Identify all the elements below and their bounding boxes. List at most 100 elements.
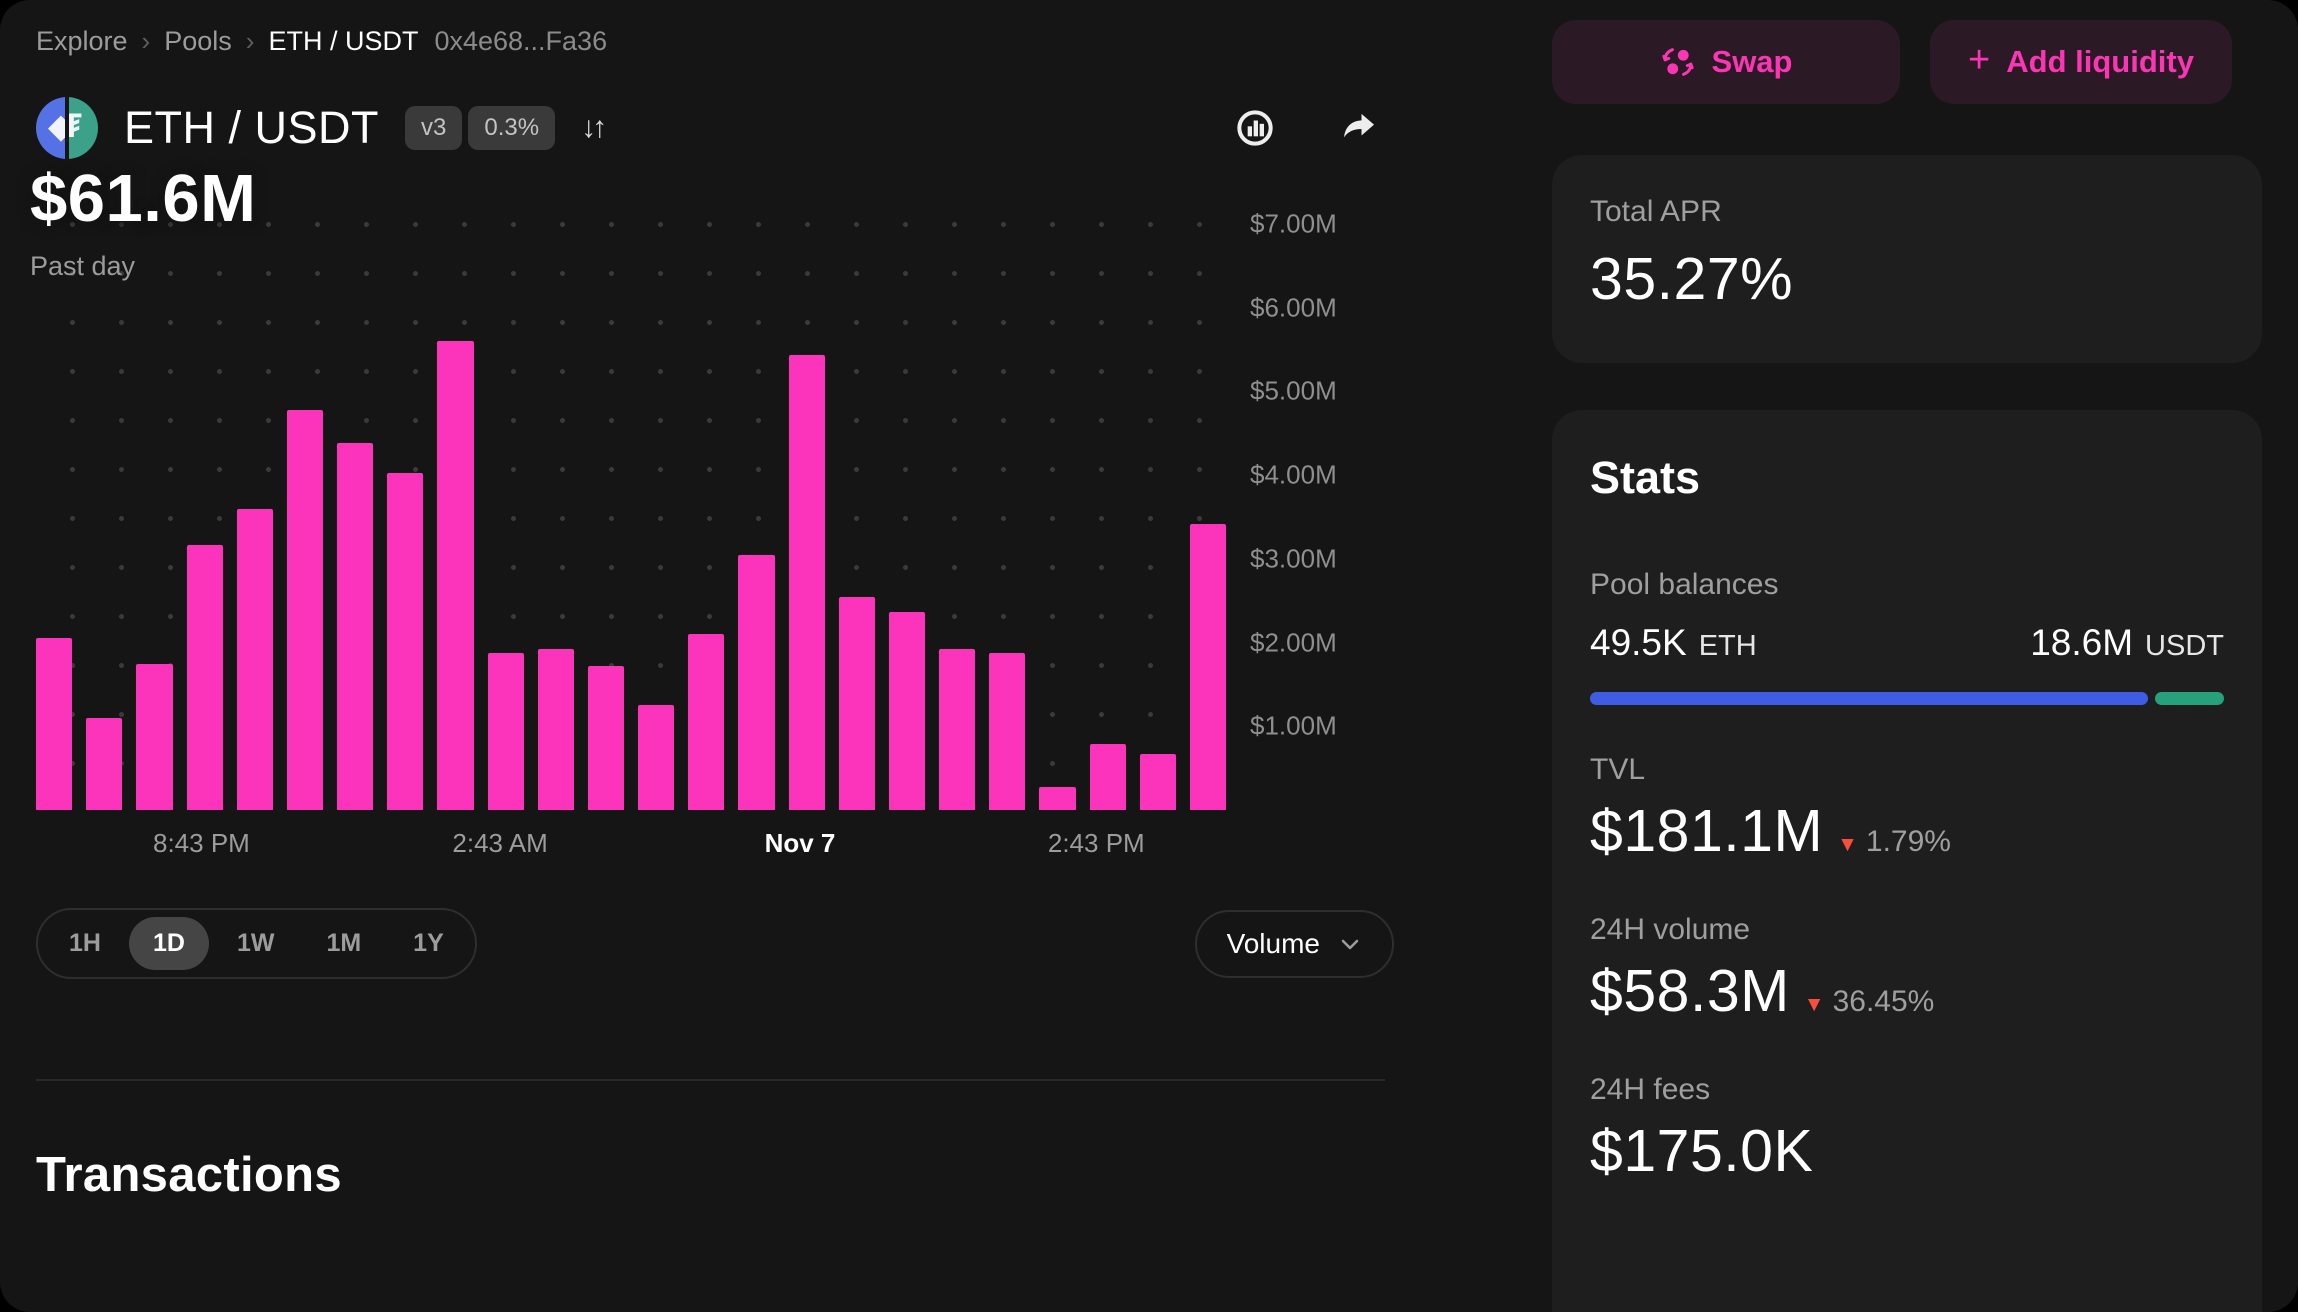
- volume-bar[interactable]: [888, 611, 926, 810]
- volume-chart: $61.6M Past day $7.00M $6.00M $5.00M $4.00M…: [30, 161, 1400, 810]
- protocol-version-badge: v3: [405, 106, 463, 150]
- chart-controls: 1H 1D 1W 1M 1Y Volume: [36, 908, 1394, 979]
- eth-balance: 49.5K ETH: [1590, 622, 1757, 664]
- breadcrumb-pools[interactable]: Pools: [164, 25, 232, 56]
- volume-24h-delta: ▼ 36.45%: [1804, 985, 1935, 1019]
- usdt-ratio-segment: [2154, 692, 2224, 705]
- range-1m[interactable]: 1M: [326, 929, 362, 957]
- reverse-tokens-icon[interactable]: ↓↑: [581, 111, 607, 144]
- chevron-right-icon: ›: [141, 25, 151, 56]
- volume-bar[interactable]: [487, 652, 524, 810]
- eth-balance-ticker: ETH: [1698, 630, 1757, 662]
- volume-bar[interactable]: [788, 354, 825, 810]
- volume-bar[interactable]: [738, 555, 775, 810]
- main-column: Explore › Pools › ETH / USDT 0x4e68...Fa…: [30, 20, 1400, 1202]
- y-axis-tick: $1.00M: [1250, 710, 1337, 741]
- share-icon[interactable]: [1338, 107, 1380, 149]
- range-1y[interactable]: 1Y: [413, 929, 444, 957]
- x-axis-tick: 2:43 AM: [452, 828, 548, 858]
- volume-bar[interactable]: [236, 508, 273, 810]
- swap-button-label: Swap: [1711, 44, 1793, 79]
- swap-button[interactable]: Swap: [1552, 20, 1900, 104]
- volume-bar[interactable]: [387, 472, 424, 810]
- stats-heading: Stats: [1590, 452, 1701, 503]
- volume-24h-row: $58.3M ▼ 36.45%: [1590, 957, 2224, 1025]
- volume-bar[interactable]: [86, 717, 123, 810]
- chart-y-axis: $7.00M $6.00M $5.00M $4.00M $3.00M $2.00M $1.0…: [1226, 182, 1400, 810]
- volume-bar[interactable]: [36, 637, 73, 810]
- y-axis-tick: $3.00M: [1250, 543, 1337, 574]
- range-1h[interactable]: 1H: [69, 929, 101, 957]
- breadcrumb-explore[interactable]: Explore: [36, 25, 128, 56]
- tvl-delta-pct: 1.79%: [1865, 825, 1951, 858]
- volume-bar[interactable]: [939, 649, 976, 810]
- volume-bar[interactable]: [136, 664, 173, 810]
- volume-bar[interactable]: [1039, 786, 1076, 810]
- pool-balances-row: 49.5K ETH 18.6M USDT: [1590, 622, 2224, 664]
- chevron-right-icon: ›: [245, 25, 255, 56]
- volume-bar[interactable]: [1139, 753, 1176, 810]
- range-1w[interactable]: 1W: [236, 929, 275, 957]
- usdt-icon: ₮: [69, 107, 82, 146]
- y-axis-tick: $2.00M: [1250, 627, 1337, 658]
- usdt-logo-half: ₮: [67, 97, 98, 159]
- tvl-value: $181.1M: [1590, 798, 1824, 864]
- x-axis-tick: 8:43 PM: [152, 828, 250, 858]
- volume-bar[interactable]: [286, 409, 324, 810]
- total-apr-label: Total APR: [1590, 195, 1722, 228]
- chart-bars: [36, 182, 1227, 810]
- fees-24h-label: 24H fees: [1590, 1073, 1711, 1106]
- chart-x-axis: 8:43 PM 2:43 AM Nov 7 2:43 PM: [36, 820, 1226, 872]
- chart-plot-area[interactable]: $61.6M Past day: [30, 161, 1227, 810]
- breadcrumb-pair: ETH / USDT: [268, 25, 419, 56]
- plus-icon: +: [1968, 38, 1991, 81]
- time-range-selector: 1H 1D 1W 1M 1Y: [36, 908, 477, 979]
- range-1d[interactable]: 1D: [128, 917, 209, 970]
- swap-icon: [1661, 48, 1694, 76]
- volume-bar[interactable]: [537, 649, 574, 810]
- y-axis-tick: $5.00M: [1250, 375, 1337, 406]
- stats-card: Stats Pool balances 49.5K ETH 18.6M USDT…: [1552, 410, 2262, 1312]
- y-axis-tick: $4.00M: [1250, 459, 1337, 490]
- x-axis-tick: 2:43 PM: [1047, 828, 1145, 858]
- breadcrumb: Explore › Pools › ETH / USDT 0x4e68...Fa…: [36, 20, 1400, 62]
- pool-address[interactable]: 0x4e68...Fa36: [434, 25, 608, 56]
- pair-token-logo: ◆ ₮: [36, 97, 98, 159]
- usdt-balance-ticker: USDT: [2145, 630, 2224, 662]
- chevron-down-icon: [1341, 939, 1359, 949]
- volume-bar[interactable]: [437, 341, 474, 810]
- arrow-down-icon: ▼: [1803, 993, 1825, 1016]
- tvl-label: TVL: [1590, 753, 1646, 786]
- volume-bar[interactable]: [989, 653, 1026, 810]
- total-apr-card: Total APR 35.27%: [1552, 155, 2262, 363]
- action-buttons: Swap + Add liquidity: [1552, 20, 2262, 104]
- volume-24h-value: $58.3M: [1590, 958, 1790, 1024]
- add-liquidity-button[interactable]: + Add liquidity: [1930, 20, 2232, 104]
- arrow-down-icon: ▼: [1837, 833, 1858, 856]
- volume-bar[interactable]: [1089, 743, 1126, 810]
- volume-bar[interactable]: [1189, 523, 1227, 810]
- chart-period-label: Past day: [30, 251, 136, 281]
- y-axis-tick: $7.00M: [1250, 208, 1337, 239]
- volume-24h-label: 24H volume: [1590, 913, 1751, 946]
- side-column: Swap + Add liquidity Total APR 35.27% St…: [1552, 0, 2262, 1312]
- tvl-delta: ▼ 1.79%: [1837, 825, 1951, 859]
- volume-bar[interactable]: [638, 704, 675, 810]
- tvl-row: $181.1M ▼ 1.79%: [1590, 797, 2224, 865]
- analytics-icon[interactable]: [1234, 107, 1276, 149]
- volume-bar[interactable]: [337, 443, 374, 810]
- volume-bar[interactable]: [838, 597, 875, 810]
- chart-total-value: $61.6M: [30, 161, 257, 236]
- page-title: ETH / USDT: [124, 102, 380, 153]
- total-apr-value: 35.27%: [1590, 246, 1794, 312]
- fees-24h-value: $175.0K: [1590, 1118, 1814, 1184]
- fee-tier-badge: 0.3%: [468, 106, 556, 150]
- volume-bar[interactable]: [186, 544, 223, 810]
- volume-bar[interactable]: [688, 634, 725, 810]
- metric-dropdown[interactable]: Volume: [1194, 909, 1394, 978]
- volume-bar[interactable]: [587, 666, 625, 810]
- y-axis-tick: $6.00M: [1250, 292, 1337, 323]
- metric-dropdown-value: Volume: [1226, 927, 1320, 959]
- section-divider: [36, 1079, 1385, 1081]
